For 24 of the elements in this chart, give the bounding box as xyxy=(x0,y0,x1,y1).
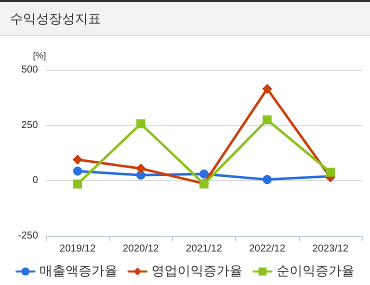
point xyxy=(262,115,272,124)
point xyxy=(136,119,146,128)
y-tick-label: -250 xyxy=(18,230,38,242)
x-tick-label: 2021/12 xyxy=(186,244,223,254)
point xyxy=(73,166,82,176)
y-tick-label: 0 xyxy=(32,175,38,186)
point xyxy=(262,175,272,184)
point xyxy=(326,168,335,177)
point xyxy=(72,154,83,165)
legend-label: 순이익증가율 xyxy=(276,264,354,279)
x-tick-label: 2019/12 xyxy=(60,244,96,254)
point xyxy=(136,163,146,174)
point xyxy=(73,179,82,188)
y-tick-label: 250 xyxy=(21,120,38,131)
y-axis-title: [%] xyxy=(32,50,46,60)
x-tick-label: 2023/12 xyxy=(312,244,349,254)
x-tick-label: 2020/12 xyxy=(122,244,160,254)
point xyxy=(262,84,272,94)
point xyxy=(200,170,208,179)
legend-label: 매출액증가율 xyxy=(40,264,118,279)
x-tick-label: 2022/12 xyxy=(249,244,286,254)
y-tick-label: 500 xyxy=(21,64,38,76)
legend-label: 영업이익증가율 xyxy=(152,264,242,279)
chart-title: 수익성장성지표 xyxy=(0,0,370,36)
